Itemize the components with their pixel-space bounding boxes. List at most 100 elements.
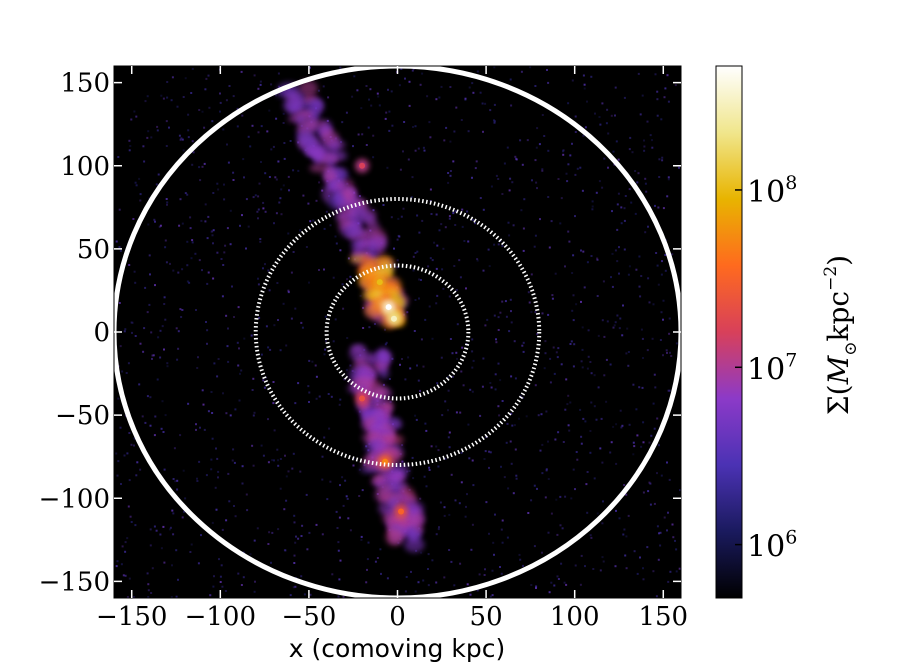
noise-pixel — [133, 437, 136, 440]
noise-pixel — [322, 85, 325, 88]
noise-pixel — [642, 491, 645, 494]
noise-pixel — [312, 219, 315, 222]
noise-pixel — [131, 321, 134, 324]
noise-pixel — [522, 564, 524, 567]
noise-pixel — [249, 553, 252, 556]
noise-pixel — [177, 271, 180, 274]
noise-pixel — [538, 143, 541, 146]
noise-pixel — [416, 364, 418, 367]
noise-pixel — [300, 321, 303, 324]
noise-pixel — [656, 90, 659, 93]
noise-pixel — [277, 160, 280, 163]
noise-pixel — [416, 214, 419, 217]
noise-pixel — [205, 474, 208, 477]
noise-pixel — [118, 208, 121, 211]
noise-pixel — [270, 83, 273, 86]
noise-pixel — [666, 195, 669, 198]
noise-pixel — [596, 257, 599, 260]
noise-pixel — [435, 302, 438, 305]
noise-pixel — [277, 72, 280, 75]
noise-pixel — [403, 121, 406, 123]
noise-pixel — [530, 499, 533, 502]
noise-pixel — [283, 549, 286, 552]
noise-pixel — [616, 260, 619, 263]
noise-pixel — [198, 109, 201, 111]
noise-pixel — [380, 572, 382, 575]
noise-pixel — [418, 231, 421, 234]
noise-pixel — [616, 228, 619, 231]
x-tick-label: −50 — [281, 602, 336, 632]
noise-pixel — [495, 174, 498, 177]
noise-pixel — [404, 378, 407, 381]
noise-pixel — [229, 414, 232, 417]
filament-blob — [378, 236, 388, 249]
noise-pixel — [494, 388, 497, 391]
noise-pixel — [519, 558, 522, 561]
noise-pixel — [559, 495, 562, 498]
noise-pixel — [467, 130, 470, 133]
noise-pixel — [212, 242, 214, 245]
y-tick-label: −150 — [39, 567, 110, 597]
noise-pixel — [231, 285, 233, 288]
noise-pixel — [189, 227, 192, 230]
noise-pixel — [346, 497, 349, 500]
noise-pixel — [656, 525, 659, 528]
noise-pixel — [554, 438, 557, 441]
half-radius-circle — [253, 197, 542, 467]
noise-pixel — [179, 198, 182, 201]
noise-pixel — [599, 447, 602, 450]
noise-pixel — [448, 217, 451, 220]
noise-pixel — [602, 560, 605, 563]
noise-pixel — [576, 167, 579, 170]
noise-pixel — [207, 74, 210, 77]
noise-pixel — [184, 497, 187, 500]
noise-pixel — [675, 342, 678, 345]
noise-pixel — [646, 120, 649, 123]
noise-pixel — [417, 147, 420, 150]
noise-pixel — [254, 580, 256, 583]
noise-pixel — [610, 441, 613, 444]
noise-pixel — [132, 596, 135, 598]
noise-pixel — [146, 311, 149, 314]
noise-pixel — [615, 140, 618, 143]
noise-pixel — [580, 435, 583, 438]
noise-pixel — [495, 341, 498, 344]
noise-pixel — [135, 184, 138, 187]
noise-pixel — [399, 168, 402, 171]
noise-pixel — [417, 581, 420, 584]
noise-pixel — [147, 223, 150, 226]
noise-pixel — [534, 311, 537, 313]
noise-pixel — [591, 200, 594, 203]
noise-pixel — [562, 153, 565, 156]
noise-pixel — [649, 482, 652, 485]
noise-pixel — [265, 325, 268, 328]
noise-pixel — [164, 246, 167, 249]
noise-pixel — [472, 484, 475, 487]
noise-pixel — [205, 321, 207, 323]
noise-pixel — [254, 194, 257, 197]
noise-pixel — [461, 208, 464, 211]
noise-pixel — [239, 372, 241, 375]
noise-pixel — [163, 303, 166, 305]
noise-pixel — [640, 328, 643, 331]
noise-pixel — [225, 412, 228, 415]
noise-pixel — [318, 181, 321, 184]
noise-pixel — [479, 197, 482, 199]
noise-pixel — [632, 441, 635, 444]
noise-pixel — [586, 367, 589, 370]
noise-pixel — [131, 331, 133, 334]
noise-pixel — [139, 199, 142, 202]
noise-pixel — [453, 584, 456, 587]
noise-pixel — [575, 303, 578, 306]
noise-pixel — [387, 88, 389, 91]
noise-pixel — [181, 309, 184, 311]
noise-pixel — [478, 573, 481, 576]
noise-pixel — [571, 309, 574, 312]
noise-pixel — [357, 133, 360, 136]
noise-pixel — [332, 276, 335, 279]
noise-pixel — [612, 425, 615, 428]
noise-pixel — [656, 264, 659, 267]
noise-pixel — [655, 595, 658, 598]
noise-pixel — [237, 306, 240, 309]
noise-pixel — [412, 269, 415, 272]
